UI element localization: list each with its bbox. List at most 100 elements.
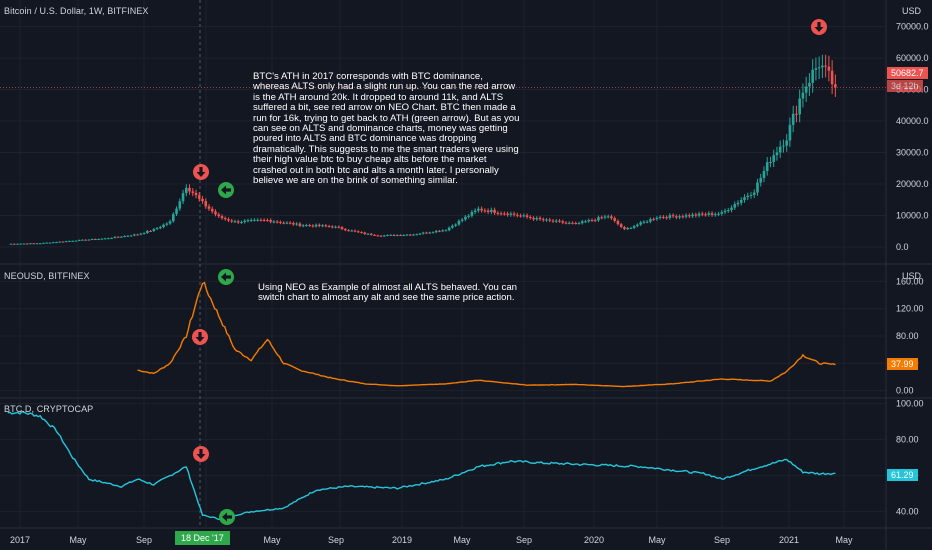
neo-annotation-text: Using NEO as Example of almost all ALTS …	[258, 282, 517, 304]
green-left-arrow-icon	[218, 269, 234, 285]
red-down-arrow-icon	[192, 329, 208, 345]
btc-candle	[246, 220, 250, 222]
btc-last-price-tag: 50682.7	[887, 67, 928, 79]
btc-candle	[240, 222, 243, 224]
btc-candle	[788, 124, 792, 141]
btc-candle	[626, 228, 629, 230]
btc-candle	[188, 187, 191, 192]
price-axes[interactable]: 0.010000.020000.030000.040000.050000.060…	[896, 22, 929, 517]
green-left-arrow-icon	[219, 509, 235, 525]
price-tick-label: 40.00	[896, 507, 919, 517]
btc-candle	[733, 204, 737, 208]
btc-candle	[327, 226, 331, 228]
btc-candle	[402, 235, 406, 237]
btc-candle	[399, 235, 402, 237]
btc-candle	[512, 213, 516, 215]
time-axis[interactable]: 2017MaySep2019MaySep2020MaySep2021May201…	[10, 535, 853, 545]
btc-candle	[759, 177, 763, 183]
btc-candle	[12, 243, 16, 245]
btc-candle	[639, 222, 642, 225]
btc-candle	[165, 223, 169, 225]
btc-candle	[392, 234, 396, 236]
time-tick-label: May	[648, 535, 666, 545]
btc-candle	[765, 162, 769, 172]
btc-candle	[266, 220, 269, 222]
price-tick-label: 0.0	[896, 242, 909, 252]
btc-candle	[619, 224, 623, 228]
btc-candle	[678, 216, 681, 218]
btc-candle	[597, 217, 600, 221]
btc-candle	[509, 213, 513, 215]
btc-candle	[139, 233, 143, 235]
btc-candle	[279, 221, 282, 223]
btc-candle	[636, 224, 639, 227]
btc-candle	[730, 207, 733, 211]
btc-candle	[51, 242, 55, 244]
btc-candle	[580, 221, 584, 224]
btc-candle	[418, 233, 422, 235]
btc-candle	[473, 210, 477, 212]
dominance-pane[interactable]	[7, 410, 836, 521]
btc-candle	[292, 223, 295, 225]
btc-candle	[577, 223, 581, 225]
btc-candle	[444, 230, 448, 232]
btc-candle	[256, 219, 259, 221]
btc-candle	[272, 221, 276, 223]
btc-candle	[441, 230, 444, 232]
price-tick-label: 80.00	[896, 435, 919, 445]
btc-candle	[522, 215, 526, 217]
time-tick-label: May	[263, 535, 281, 545]
btc-candle	[743, 197, 746, 200]
btc-candle	[110, 237, 113, 239]
btc-candle	[58, 241, 62, 243]
btc-pane[interactable]	[0, 54, 886, 245]
time-tick-label: 2019	[392, 535, 412, 545]
btc-candle	[558, 220, 561, 222]
btc-candle	[817, 67, 821, 69]
btc-candle	[168, 221, 172, 224]
btc-candle	[126, 235, 130, 237]
red-down-arrow-icon	[193, 446, 209, 462]
btc-candle	[363, 232, 367, 235]
time-tick-label: May	[835, 535, 853, 545]
btc-currency-label[interactable]: USD	[902, 6, 922, 16]
btc-candle	[707, 213, 711, 215]
neo-currency-label[interactable]: USD	[902, 271, 922, 281]
btc-candle	[71, 240, 74, 242]
btc-candle	[778, 146, 782, 153]
neo-price-line	[137, 281, 836, 388]
time-tick-label: May	[69, 535, 87, 545]
btc-candle	[613, 218, 616, 221]
btc-candle	[545, 219, 548, 221]
neo-pane[interactable]	[137, 281, 836, 388]
btc-candle	[551, 220, 555, 222]
btc-candle	[87, 239, 91, 241]
btc-candle	[434, 230, 438, 233]
btc-candle	[561, 221, 565, 223]
btc-candle	[681, 216, 685, 218]
btc-candle	[726, 210, 730, 212]
btc-candle	[74, 240, 78, 242]
btc-candle	[827, 66, 831, 71]
btc-candle	[516, 214, 519, 216]
price-tick-label: 20000.0	[896, 179, 929, 189]
price-tick-label: 80.00	[896, 331, 919, 341]
btc-candle	[321, 225, 324, 227]
btc-candle	[142, 233, 146, 235]
btc-candle	[649, 219, 652, 222]
btc-candle	[804, 86, 808, 93]
btc-candle	[337, 226, 341, 228]
btc-candle	[739, 199, 743, 203]
btc-candle	[830, 70, 834, 85]
btc-candle	[389, 234, 393, 236]
btc-candle	[684, 215, 688, 217]
btc-candle	[645, 221, 649, 223]
btc-candle	[486, 210, 490, 213]
btc-candle	[227, 219, 230, 221]
btc-candle	[295, 223, 298, 225]
time-tick-label: Sep	[714, 535, 730, 545]
red-down-arrow-icon	[811, 19, 827, 35]
btc-candle	[405, 234, 409, 236]
btc-annotation-text: BTC's ATH in 2017 corresponds with BTC d…	[253, 71, 520, 187]
